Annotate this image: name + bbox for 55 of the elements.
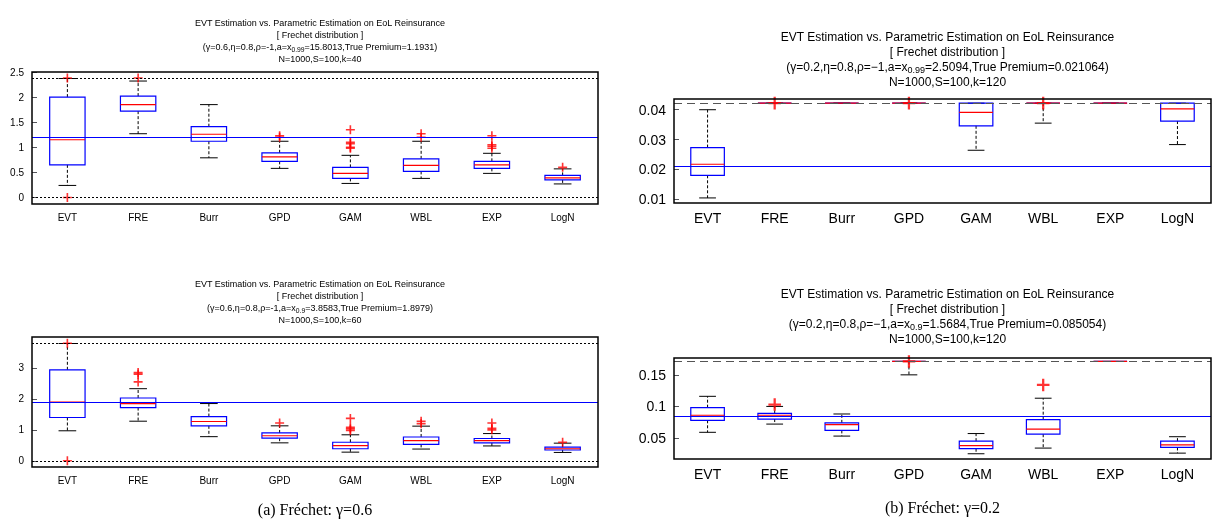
x-tick-label: GPD (268, 211, 291, 223)
y-tick-label: 0.01 (638, 191, 667, 208)
x-tick-label: Burr (199, 211, 219, 223)
x-tick-label: LogN (1160, 466, 1195, 482)
chart-title: EVT Estimation vs. Parametric Estimation on EoL Reinsurance (780, 286, 1115, 301)
x-tick-label: EVT (57, 211, 78, 223)
x-tick-label: FRE (760, 210, 789, 226)
y-tick-label: 0.04 (638, 101, 667, 118)
x-tick-label: EXP (481, 211, 503, 223)
text: (a) Fréchet: γ=0.6 (257, 500, 373, 519)
y-tick-label: 0 (18, 191, 25, 203)
x-tick-label: GAM (338, 211, 362, 223)
text: (b) Fréchet: γ=0.2 (884, 498, 1001, 517)
x-tick-label: GAM (960, 210, 993, 226)
x-tick-label: Burr (199, 474, 219, 486)
y-tick-label: 1 (18, 424, 25, 436)
x-tick-label: GAM (338, 474, 362, 486)
y-tick-label: 0.03 (638, 131, 667, 148)
x-tick-label: WBL (1028, 210, 1059, 226)
x-tick-label: GPD (268, 474, 291, 486)
x-tick-label: GAM (960, 466, 993, 482)
x-tick-label: EVT (57, 474, 78, 486)
chart-title: EVT Estimation vs. Parametric Estimation on EoL Reinsurance (194, 18, 446, 28)
y-tick-label: 0 (18, 455, 25, 467)
x-tick-label: FRE (128, 474, 149, 486)
x-tick-label: LogN (550, 474, 575, 486)
x-tick-label: EVT (693, 210, 722, 226)
x-tick-label: WBL (1028, 466, 1059, 482)
x-tick-label: EXP (481, 474, 503, 486)
y-tick-label: 0.02 (638, 161, 667, 178)
chart-title: EVT Estimation vs. Parametric Estimation on EoL Reinsurance (780, 29, 1115, 44)
y-tick-label: 1 (18, 141, 25, 153)
y-tick-label: 0.5 (10, 166, 25, 178)
x-tick-label: GPD (893, 466, 925, 482)
y-tick-label: 0.15 (638, 366, 667, 383)
y-tick-label: 1.5 (10, 116, 25, 128)
y-tick-label: 2 (18, 91, 25, 103)
x-tick-label: Burr (828, 466, 856, 482)
y-tick-label: 2.5 (10, 66, 25, 78)
x-tick-label: FRE (128, 211, 149, 223)
y-tick-label: 2 (18, 393, 25, 405)
x-tick-label: GPD (893, 210, 925, 226)
x-tick-label: WBL (410, 211, 433, 223)
x-tick-label: EXP (1096, 466, 1125, 482)
x-tick-label: EXP (1096, 210, 1125, 226)
chart-title: EVT Estimation vs. Parametric Estimation on EoL Reinsurance (194, 279, 446, 289)
x-tick-label: Burr (828, 210, 856, 226)
x-tick-label: WBL (410, 474, 433, 486)
y-tick-label: 0.1 (646, 398, 667, 415)
x-tick-label: LogN (1160, 210, 1195, 226)
y-tick-label: 0.05 (638, 429, 667, 446)
y-tick-label: 3 (18, 362, 25, 374)
x-tick-label: FRE (760, 466, 789, 482)
x-tick-label: LogN (550, 211, 575, 223)
x-tick-label: EVT (693, 466, 722, 482)
